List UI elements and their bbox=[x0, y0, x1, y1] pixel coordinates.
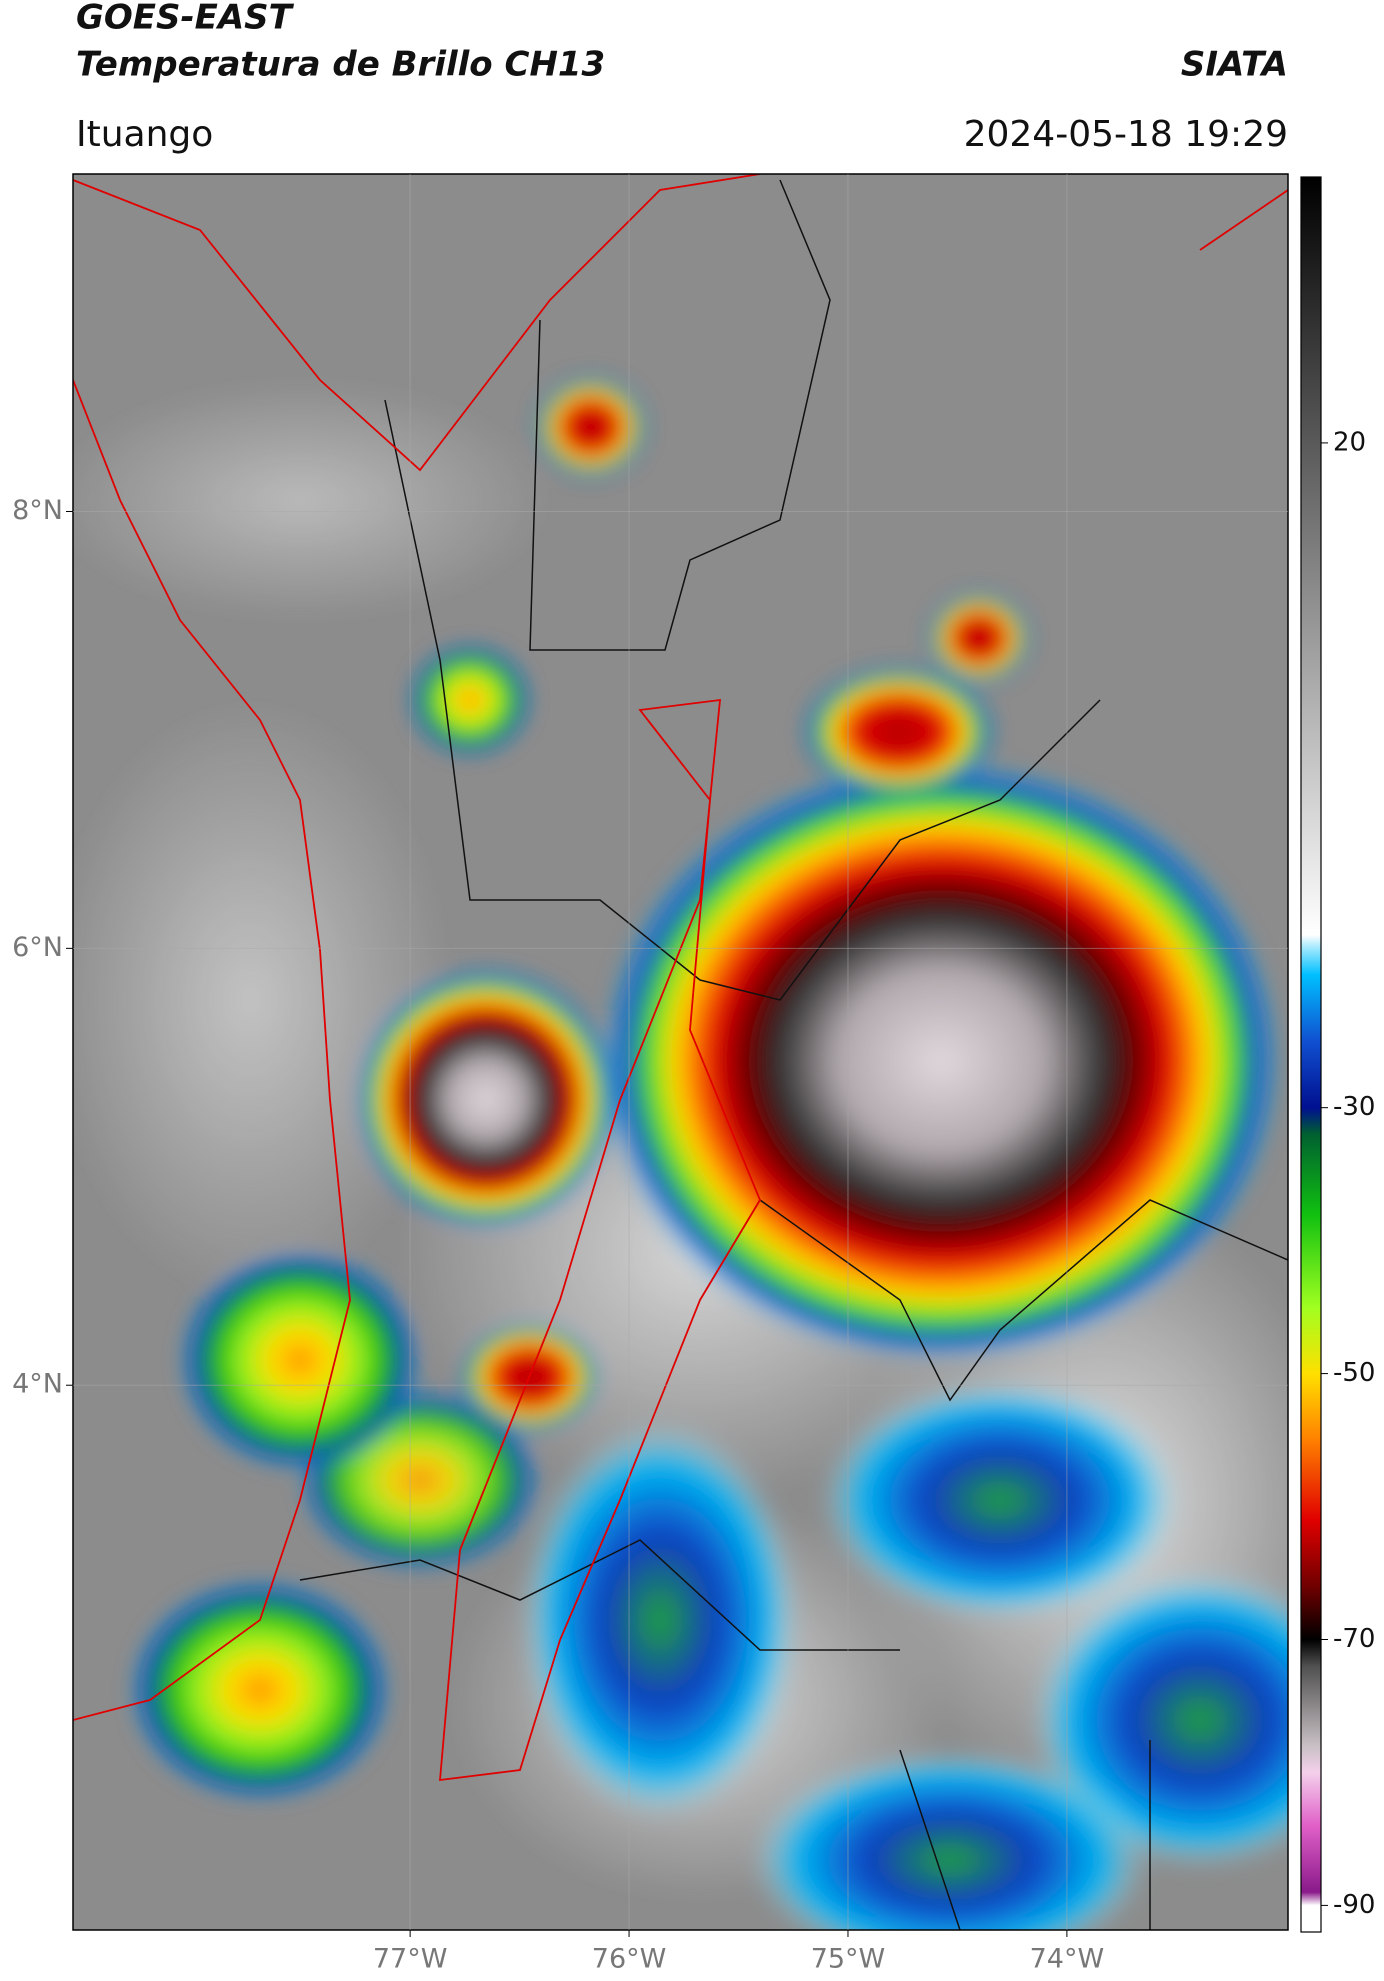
map-frame bbox=[72, 173, 1289, 1931]
satellite-image bbox=[73, 174, 1288, 1930]
x-tick-label: 76°W bbox=[592, 1944, 667, 1975]
subtitle: Temperatura de Brillo CH13 bbox=[76, 45, 605, 85]
y-tick-label: 8°N bbox=[12, 495, 63, 526]
colorbar bbox=[1300, 176, 1322, 1933]
brand: SIATA bbox=[1181, 45, 1288, 85]
x-tick-label: 74°W bbox=[1030, 1944, 1105, 1975]
x-tick-label: 77°W bbox=[373, 1944, 448, 1975]
colorbar-tick-label: -90 bbox=[1333, 1890, 1375, 1920]
title: GOES-EAST bbox=[76, 0, 295, 38]
colorbar-tick-label: 20 bbox=[1333, 427, 1366, 457]
location: Ituango bbox=[76, 114, 213, 155]
y-tick-label: 6°N bbox=[12, 932, 63, 963]
x-tick-label: 75°W bbox=[811, 1944, 886, 1975]
colorbar-tick-label: -70 bbox=[1333, 1624, 1375, 1654]
y-tick-label: 4°N bbox=[12, 1369, 63, 1400]
colorbar-tick-label: -30 bbox=[1333, 1092, 1375, 1122]
colorbar-tick-label: -50 bbox=[1333, 1358, 1375, 1388]
datetime: 2024-05-18 19:29 bbox=[964, 114, 1288, 155]
